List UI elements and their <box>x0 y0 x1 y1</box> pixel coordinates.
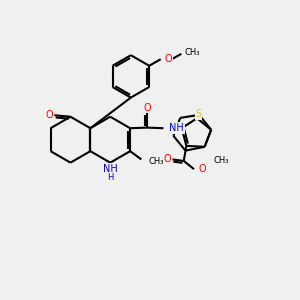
Text: CH₃: CH₃ <box>149 157 164 166</box>
Text: CH₃: CH₃ <box>185 48 200 57</box>
Text: S: S <box>195 109 202 119</box>
Text: NH: NH <box>169 123 184 133</box>
Text: O: O <box>198 164 206 174</box>
Text: O: O <box>165 54 172 64</box>
Text: O: O <box>164 154 171 164</box>
Text: CH₃: CH₃ <box>214 156 229 165</box>
Text: H: H <box>107 173 113 182</box>
Text: NH: NH <box>103 164 118 174</box>
Text: O: O <box>45 110 53 120</box>
Text: O: O <box>143 103 151 112</box>
